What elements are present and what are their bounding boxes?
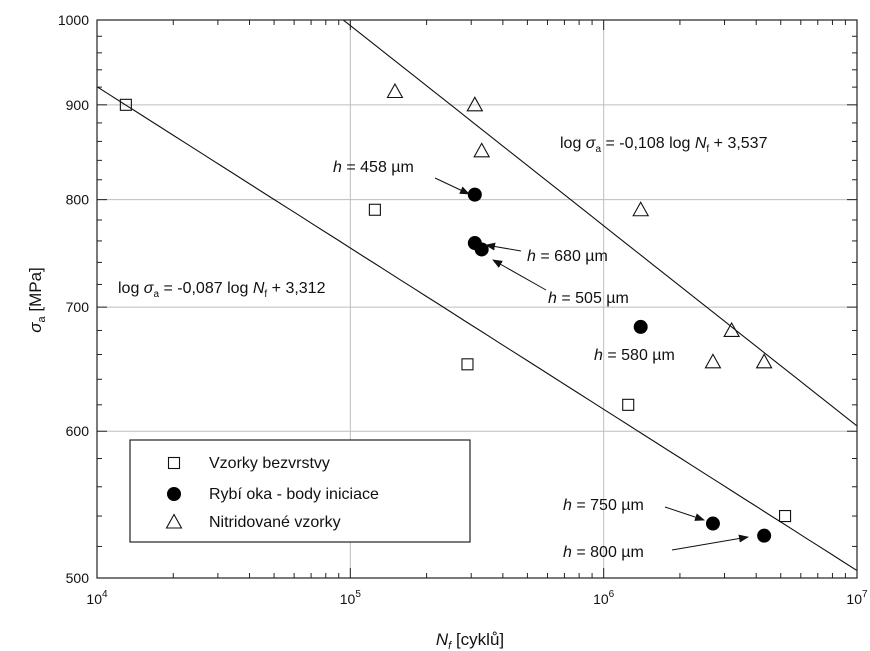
y-axis-title: σa [MPa] (26, 267, 48, 333)
y-tick-label: 800 (66, 192, 90, 208)
y-tick-label: 1000 (58, 12, 89, 28)
point-rybi-oka (467, 187, 482, 202)
legend-symbols (165, 456, 183, 529)
y-tick-labels: 500 600 700 800 900 1000 (58, 12, 89, 586)
annotation-arrow (434, 177, 470, 195)
annotation-arrow (485, 242, 522, 252)
y-tick-label: 500 (66, 570, 90, 586)
svg-text:h = 458 µm: h = 458 µm (333, 159, 414, 176)
point-nitridovane (704, 353, 722, 369)
annotation-680: h = 680 µm (485, 242, 608, 265)
x-tick-label: 105 (340, 589, 362, 607)
annotation-580: h = 580 µm (594, 347, 675, 364)
point-nitridovane (386, 82, 404, 99)
y-tick-label: 900 (66, 97, 90, 113)
annotation-800: h = 800 µm (563, 534, 749, 561)
legend-symbol-vzorky-bezvrstvy (167, 456, 181, 470)
x-tick-label: 107 (846, 589, 868, 607)
equation-lower-fit: log σa = -0,087 log Nf + 3,312 (118, 280, 326, 300)
x-tick-label: 106 (593, 589, 615, 607)
point-vzorky-bezvrstvy (119, 98, 132, 111)
point-nitridovane (473, 142, 491, 158)
svg-text:h = 750 µm: h = 750 µm (563, 497, 644, 514)
point-rybi-oka (757, 528, 772, 543)
point-nitridovane (723, 321, 741, 338)
point-vzorky-bezvrstvy (779, 509, 792, 523)
data-markers (119, 82, 792, 543)
annotation-458: h = 458 µm (333, 159, 470, 195)
svg-text:h = 580 µm: h = 580 µm (594, 347, 675, 364)
point-vzorky-bezvrstvy (461, 358, 474, 371)
annotation-arrow (492, 259, 547, 291)
y-tick-label: 700 (66, 299, 90, 315)
point-rybi-oka (633, 319, 648, 334)
legend-symbol-nitridovane (165, 513, 183, 529)
point-rybi-oka (705, 516, 720, 531)
x-tick-labels: 104 105 106 107 (86, 589, 868, 607)
y-tick-label: 600 (66, 423, 90, 439)
annotation-arrow (664, 506, 705, 521)
plot-frame (96, 19, 858, 579)
svg-text:h = 505 µm: h = 505 µm (548, 290, 629, 307)
annotation-505: h = 505 µm (492, 259, 629, 307)
point-vzorky-bezvrstvy (368, 203, 381, 216)
x-tick-label: 104 (86, 589, 108, 607)
legend-label-vzorky-bezvrstvy: Vzorky bezvrstvy (209, 455, 330, 472)
legend-label-nitridovane-vzorky: Nitridované vzorky (209, 514, 341, 531)
annotation-arrow (671, 534, 749, 551)
x-axis-title: Nf [cyklů] (436, 630, 504, 651)
equation-upper-fit: log σa = -0,108 log Nf + 3,537 (560, 135, 768, 155)
point-vzorky-bezvrstvy (622, 398, 635, 411)
svg-text:h = 800 µm: h = 800 µm (563, 544, 644, 561)
point-nitridovane (632, 201, 650, 217)
point-nitridovane (466, 96, 484, 112)
fit-line-lower (97, 86, 857, 571)
point-nitridovane (755, 353, 773, 369)
legend-box (129, 439, 471, 543)
legend-symbol-rybi-oka (167, 487, 181, 501)
svg-text:h = 680 µm: h = 680 µm (527, 248, 608, 265)
annotation-750: h = 750 µm (563, 497, 705, 521)
legend: Vzorky bezvrstvy Rybí oka - body iniciac… (129, 439, 471, 543)
legend-label-rybi-oka: Rybí oka - body iniciace (209, 486, 379, 503)
